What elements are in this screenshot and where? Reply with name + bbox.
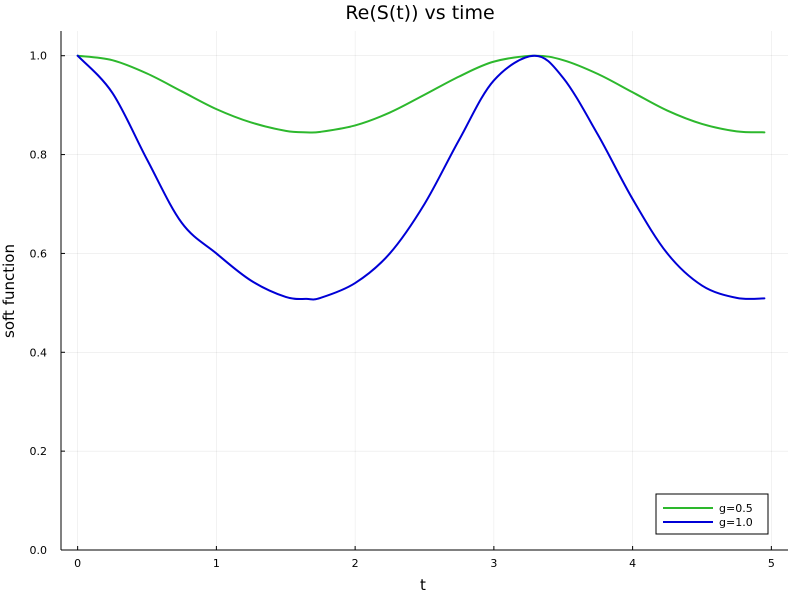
- y-tick-label: 1.0: [30, 50, 48, 63]
- y-tick-label: 0.8: [30, 149, 48, 162]
- axes: [60, 31, 788, 551]
- x-tick-label: 2: [352, 557, 359, 570]
- x-tick-label: 3: [490, 557, 497, 570]
- x-tick-label: 1: [213, 557, 220, 570]
- y-tick-label: 0.6: [30, 247, 48, 260]
- x-tick-label: 5: [768, 557, 775, 570]
- legend: g=0.5 g=1.0: [655, 493, 769, 535]
- x-ticks: 0 1 2 3 4 5: [74, 546, 775, 570]
- y-tick-label: 0.0: [30, 544, 48, 557]
- grid: [61, 31, 788, 551]
- legend-label-g-1-0: g=1.0: [719, 516, 753, 529]
- y-ticks: 0.0 0.2 0.4 0.6 0.8 1.0: [30, 50, 65, 557]
- legend-box: [655, 493, 769, 535]
- x-tick-label: 0: [74, 557, 81, 570]
- x-tick-label: 4: [629, 557, 636, 570]
- y-tick-label: 0.4: [30, 346, 48, 359]
- chart-title: Re(S(t)) vs time: [345, 2, 494, 24]
- series-lines: [76, 54, 766, 301]
- y-axis-label: soft function: [0, 244, 18, 338]
- y-tick-label: 0.2: [30, 445, 48, 458]
- series-line-g-1-0: [76, 54, 766, 301]
- legend-label-g-0-5: g=0.5: [719, 502, 753, 515]
- series-line-g-0-5: [76, 54, 766, 134]
- x-axis-label: t: [420, 576, 426, 594]
